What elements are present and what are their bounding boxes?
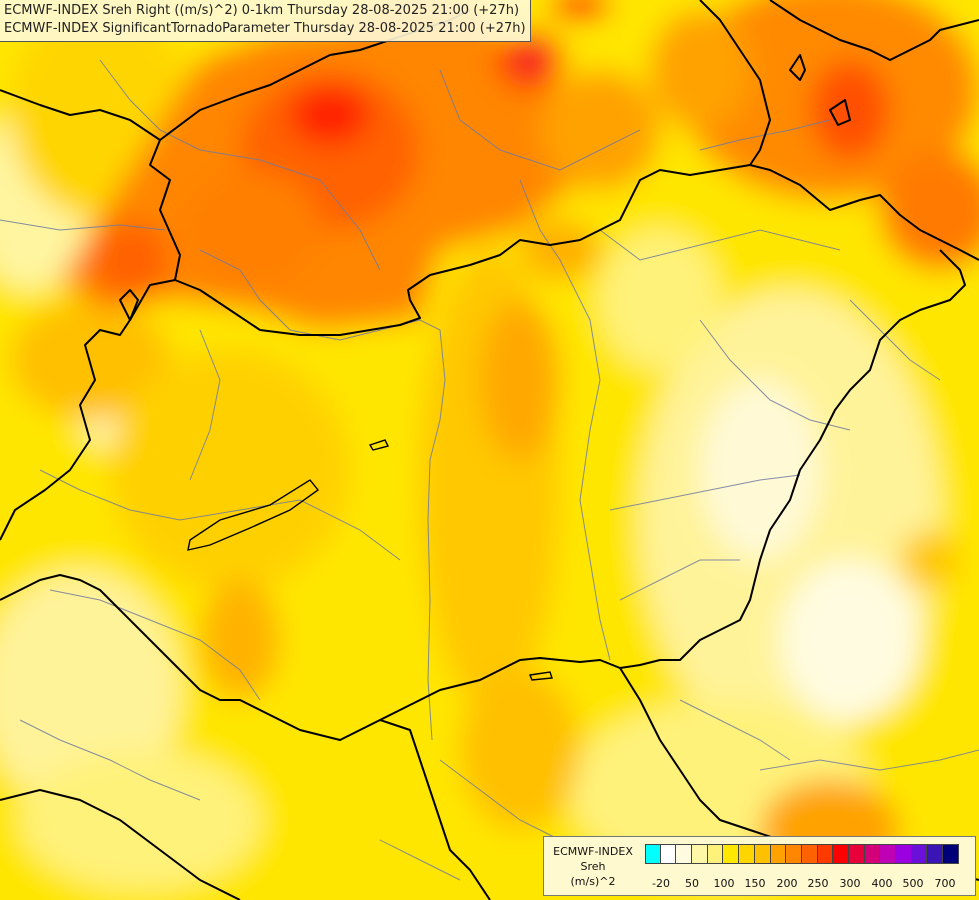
- title-line-2: ECMWF-INDEX SignificantTornadoParameter …: [4, 21, 526, 36]
- legend-swatches: [645, 844, 959, 864]
- legend-source: ECMWF-INDEX: [553, 845, 633, 858]
- legend-swatch: [880, 844, 896, 864]
- title-line-1: ECMWF-INDEX Sreh Right ((m/s)^2) 0-1km T…: [4, 3, 520, 18]
- legend-tick-label: 250: [807, 877, 829, 890]
- legend-swatch: [707, 844, 724, 864]
- legend-swatch: [645, 844, 661, 864]
- legend-swatch: [848, 844, 865, 864]
- map-title: ECMWF-INDEX Sreh Right ((m/s)^2) 0-1km T…: [0, 0, 531, 42]
- legend-tick-label: 100: [713, 877, 735, 890]
- legend-tick-label: 200: [776, 877, 798, 890]
- legend-swatch: [692, 844, 708, 864]
- legend-swatch: [770, 844, 787, 864]
- legend-variable: Sreh: [580, 860, 606, 873]
- legend-tick-label: 50: [685, 877, 699, 890]
- legend-tick-label: -20: [652, 877, 670, 890]
- color-legend: ECMWF-INDEX Sreh (m/s)^2 -20 50 100 150 200 2…: [543, 836, 976, 896]
- legend-swatch: [754, 844, 771, 864]
- legend-unit: (m/s)^2: [570, 875, 616, 888]
- legend-swatch: [786, 844, 802, 864]
- legend-swatch: [927, 844, 944, 864]
- legend-tick-label: 400: [871, 877, 893, 890]
- legend-swatch: [739, 844, 755, 864]
- legend-swatch: [801, 844, 818, 864]
- legend-tick-label: 500: [902, 877, 924, 890]
- legend-tick-label: 150: [744, 877, 766, 890]
- legend-swatch: [896, 844, 912, 864]
- legend-swatch: [660, 844, 677, 864]
- legend-swatch: [817, 844, 834, 864]
- rivers: [0, 59, 979, 881]
- legend-tick-label: 300: [839, 877, 861, 890]
- legend-swatch: [833, 844, 849, 864]
- legend-swatch: [943, 844, 959, 864]
- legend-swatch: [911, 844, 928, 864]
- legend-swatch: [676, 844, 693, 864]
- legend-swatch: [864, 844, 881, 864]
- lake-balaton: [187, 439, 553, 681]
- legend-swatch: [723, 844, 740, 864]
- legend-tick-label: 700: [934, 877, 956, 890]
